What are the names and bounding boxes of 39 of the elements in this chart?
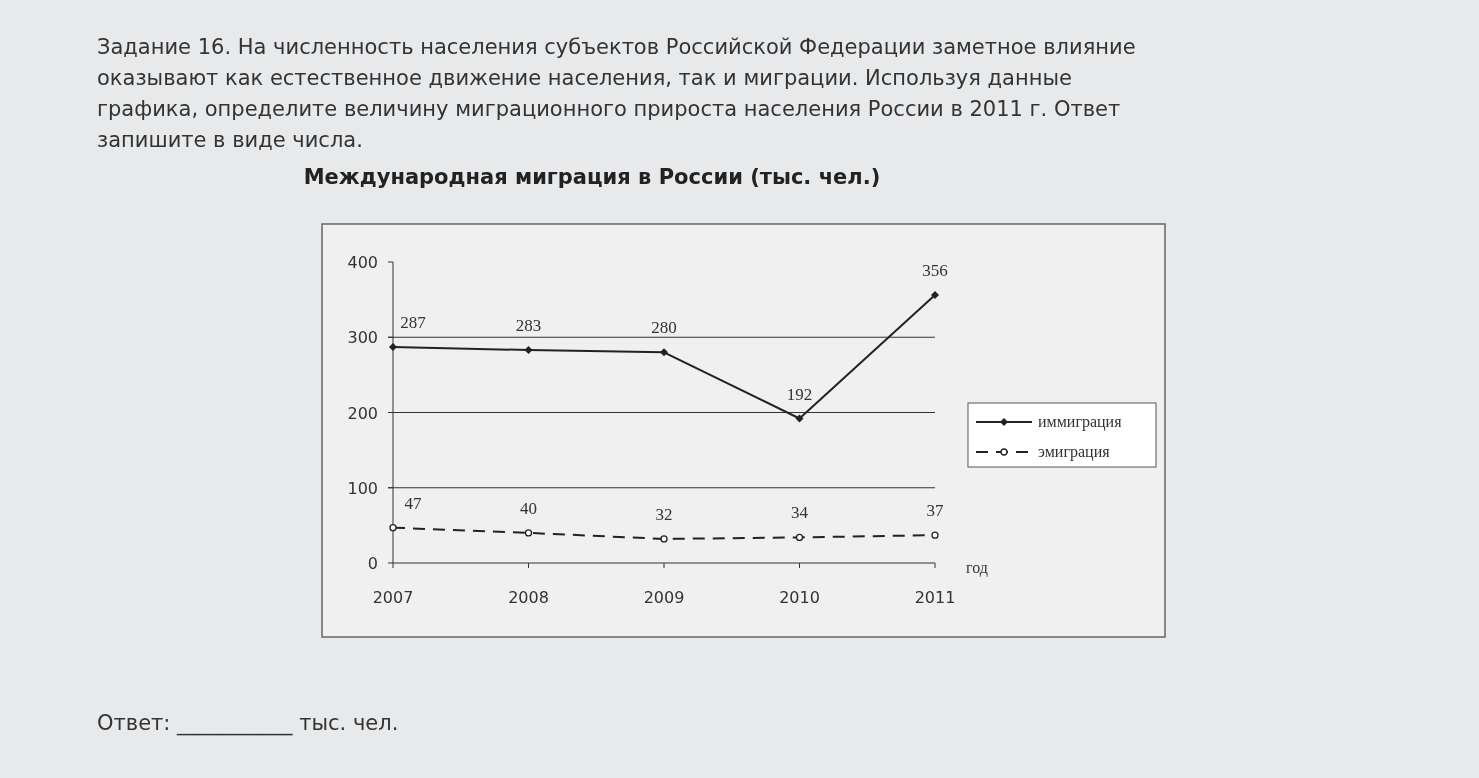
text: запишите в виде числа.	[97, 128, 363, 152]
legend-label: иммиграция	[1038, 413, 1123, 431]
point	[931, 531, 939, 539]
point	[389, 343, 397, 352]
x-tick-label: 2008	[508, 588, 549, 607]
chart-title: Международная миграция в России (тыс. чел.)	[303, 165, 881, 189]
point	[389, 523, 397, 532]
y-tick-label: 200	[347, 403, 378, 423]
point	[795, 533, 804, 542]
text: Ответ: ___________ тыс. чел.	[97, 711, 399, 736]
y-tick-label: 100	[347, 478, 378, 498]
x-tick-label: 2011	[914, 588, 956, 607]
point	[524, 346, 533, 355]
point	[795, 414, 804, 423]
x-axis-title: год	[966, 559, 988, 577]
text: графика, определите величину миграционного прироста населения России в 2011 г. Ответ	[97, 97, 1121, 121]
x-tick-label: 2007	[372, 588, 414, 607]
data-label: 40	[520, 498, 537, 518]
data-label: 280	[651, 318, 677, 338]
y-tick-label: 300	[347, 328, 378, 348]
data-label: 47	[404, 493, 422, 513]
x-tick-label: 2010	[779, 588, 820, 607]
data-label: 37	[926, 501, 944, 521]
y-tick-label: 400	[347, 253, 378, 272]
point	[931, 291, 939, 300]
data-label: 192	[786, 384, 813, 404]
y-tick-label: 0	[367, 554, 378, 573]
data-label: 356	[922, 261, 948, 281]
data-label: 32	[655, 504, 673, 524]
text: оказывают как естественное движение населения, так и миграции. Используя данные	[97, 66, 1072, 90]
legend-label: эмиграция	[1038, 443, 1111, 461]
text: Задание 16. На численность населения субъектов Российской Федерации заметное влияние	[97, 35, 1136, 59]
point	[524, 529, 533, 537]
data-label: 287	[400, 313, 427, 333]
point	[660, 535, 668, 543]
x-tick-label: 2009	[643, 588, 685, 607]
data-label: 283	[515, 316, 542, 336]
data-label: 34	[791, 503, 809, 523]
point	[660, 348, 668, 357]
